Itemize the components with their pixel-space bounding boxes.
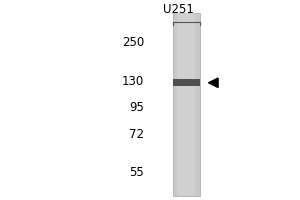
Bar (176, 13, 196, 196)
Text: U251: U251 (163, 3, 194, 16)
Text: 72: 72 (129, 128, 144, 141)
Text: 55: 55 (129, 166, 144, 179)
Bar (172, 79, 200, 86)
Bar (172, 13, 200, 196)
Polygon shape (208, 78, 218, 88)
Text: 95: 95 (129, 101, 144, 114)
Text: 250: 250 (122, 36, 144, 49)
Text: 130: 130 (122, 75, 144, 88)
